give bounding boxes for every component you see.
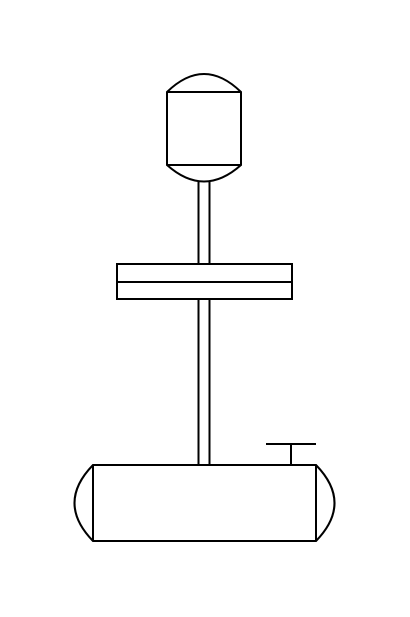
coupling-flange [116,263,293,300]
nozzle [266,443,316,465]
vessel [73,464,336,542]
shaft [197,182,211,466]
drive-motor [166,73,242,183]
